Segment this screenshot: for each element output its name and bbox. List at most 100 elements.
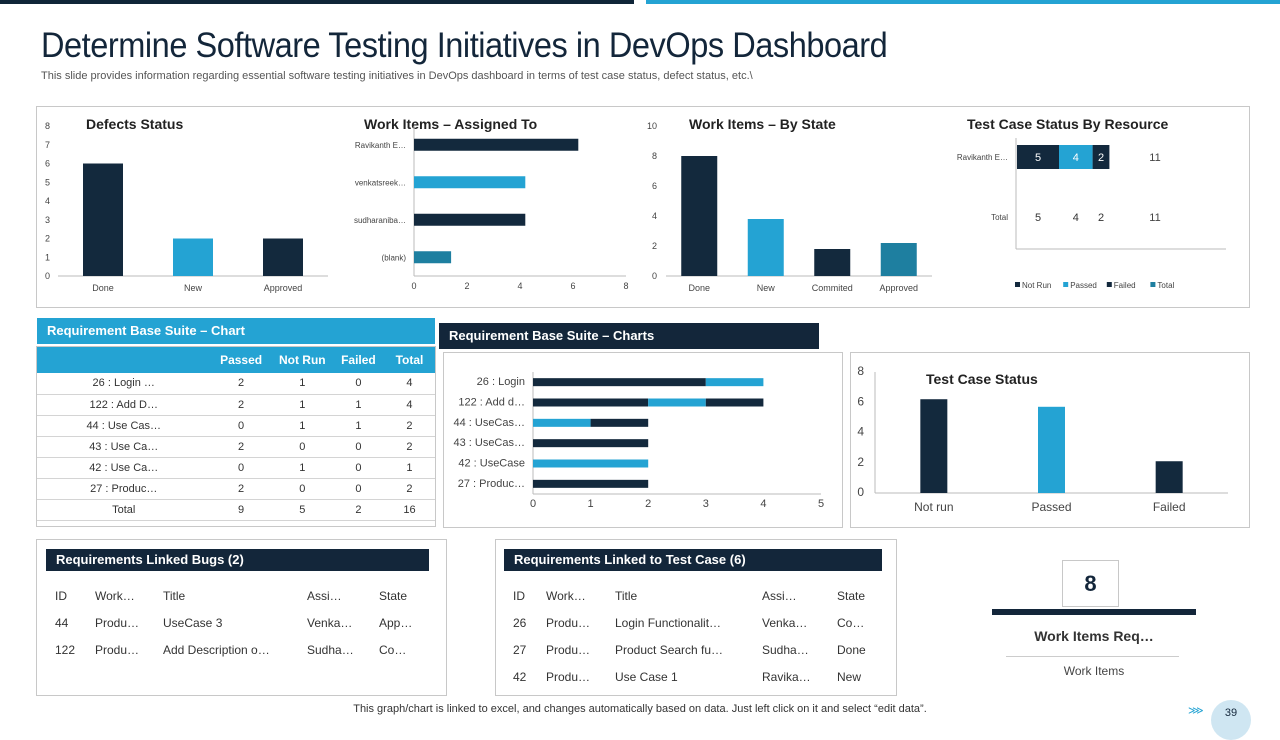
table-cell: Total [37, 499, 211, 521]
y-category-label: 42 : UseCase [458, 458, 525, 470]
bar-segment-failed [590, 418, 649, 427]
work-items-by-state-chart: 0 2 4 6 8 10 Done New Commited Approved [647, 121, 932, 293]
work-items-by-state-title: Work Items – By State [689, 116, 836, 132]
x-tick-label: Not run [914, 500, 953, 514]
bar-not-run [920, 399, 948, 493]
x-tick-label: Commited [812, 283, 853, 293]
table-cell: 42 : Use Ca… [37, 457, 211, 479]
bar-0 [414, 138, 579, 151]
bar-segment-failed [1092, 145, 1110, 169]
bar-1 [414, 176, 526, 189]
bar-segment-passed [1059, 145, 1093, 169]
y-tick-label: 4 [857, 425, 864, 439]
table-cell: 2 [210, 436, 272, 458]
kpi-sub: Work Items [1063, 664, 1125, 678]
data-label: 4 [1073, 152, 1079, 164]
table-row[interactable]: 27 Produ… Product Search fu… Sudha… Done [503, 636, 867, 663]
test-case-resource-chart: Ravikanth E… 5 4 2 11 Total 5 4 2 11 Not Run Passed… [957, 138, 1226, 290]
bar-approved [880, 243, 917, 276]
y-tick-label: 8 [45, 121, 50, 131]
bar-done [681, 156, 718, 276]
column-header: State [837, 588, 866, 603]
column-header: Work… [95, 588, 135, 603]
table-cell: 0 [210, 457, 272, 479]
table-cell: 0 [271, 436, 333, 458]
column-header: Assi… [762, 588, 797, 603]
x-tick-label: 6 [570, 281, 575, 291]
table-cell: Produ… [95, 642, 140, 657]
work-items-assigned-chart: 0 2 4 6 8 Ravikanth E… venkatsreek… sudharaniba… [354, 126, 629, 291]
defects-status-title: Defects Status [86, 116, 184, 132]
x-tick-label: 1 [588, 498, 594, 510]
legend-label: Passed [1070, 281, 1097, 290]
bar-segment-passed [533, 378, 706, 387]
table-row[interactable]: 26 Produ… Login Functionalit… Venka… Co… [503, 609, 867, 636]
x-tick-label: 8 [623, 281, 628, 291]
req-suite-table-header: Requirement Base Suite – Chart [37, 318, 435, 344]
test-case-resource-title: Test Case Status By Resource [967, 116, 1169, 132]
bar-commited [814, 249, 851, 276]
req-suite-charts-header: Requirement Base Suite – Charts [439, 323, 819, 349]
table-cell: Sudha… [307, 642, 354, 657]
y-category-label: 26 : Login [477, 376, 525, 388]
y-tick-label: 1 [45, 252, 50, 262]
legend-swatch [1063, 282, 1069, 287]
y-category-label: sudharaniba… [354, 216, 406, 225]
y-tick-label: 4 [45, 196, 50, 206]
table-cell: 2 [210, 373, 272, 395]
table-cell: 5 [271, 499, 333, 521]
page-number: 39 [1211, 700, 1251, 740]
table-cell: Co… [837, 615, 865, 630]
table-row[interactable]: 44 Produ… UseCase 3 Venka… App… [45, 609, 412, 636]
column-header: Title [163, 588, 186, 603]
table-row[interactable]: 42 Produ… Use Case 1 Ravika… New [503, 663, 867, 690]
y-tick-label: 6 [857, 394, 864, 408]
table-cell: 0 [332, 478, 384, 500]
y-category-label: Ravikanth E… [355, 141, 406, 150]
table-row[interactable]: 122 Produ… Add Description o… Sudha… Co… [45, 636, 412, 663]
bar-segment-not-run [648, 398, 706, 407]
x-tick-label: 0 [411, 281, 416, 291]
table-cell: 2 [383, 415, 435, 437]
column-header: Not Run [271, 347, 333, 373]
data-label: 4 [1073, 212, 1079, 224]
table-cell: 0 [271, 478, 333, 500]
x-tick-label: Done [688, 283, 710, 293]
table-cell: 1 [383, 457, 435, 479]
table-cell: Co… [379, 642, 407, 657]
table-cell: UseCase 3 [163, 615, 223, 630]
x-tick-label: 4 [517, 281, 522, 291]
table-cell: Done [837, 642, 866, 657]
column-header: Assi… [307, 588, 342, 603]
table-cell: 2 [383, 478, 435, 500]
table-cell: 122 [55, 642, 76, 657]
next-arrows-icon[interactable]: ⋙ [1188, 705, 1204, 717]
y-tick-label: 10 [647, 121, 657, 131]
kpi-value: 8 [1062, 560, 1119, 607]
column-header: Failed [332, 347, 384, 373]
x-tick-label: Approved [264, 283, 303, 293]
table-cell: 2 [210, 478, 272, 500]
x-tick-label: Passed [1031, 500, 1071, 514]
bar-segment-not-run [533, 418, 591, 427]
x-tick-label: Approved [879, 283, 918, 293]
y-tick-label: 0 [652, 271, 657, 281]
table-cell: Use Case 1 [615, 669, 678, 684]
test-case-status-title: Test Case Status [926, 371, 1038, 387]
x-tick-label: 4 [760, 498, 766, 510]
page-subtitle: This slide provides information regardin… [41, 70, 753, 82]
table-cell: 1 [271, 415, 333, 437]
table-cell: 1 [332, 415, 384, 437]
y-tick-label: 8 [652, 151, 657, 161]
y-category-label: 27 : Produc… [458, 478, 525, 490]
x-tick-label: 2 [464, 281, 469, 291]
table-cell: 0 [332, 436, 384, 458]
y-category-label: 44 : UseCas… [453, 417, 525, 429]
legend-swatch [1106, 282, 1112, 287]
x-tick-label: Done [92, 283, 114, 293]
legend-swatch [1150, 282, 1156, 287]
linked-tests-table: ID Work… Title Assi… State 26 Produ… Login Fun… [503, 582, 867, 690]
bar-passed [1038, 406, 1065, 493]
bar-failed [1155, 461, 1183, 493]
y-tick-label: 5 [45, 177, 50, 187]
